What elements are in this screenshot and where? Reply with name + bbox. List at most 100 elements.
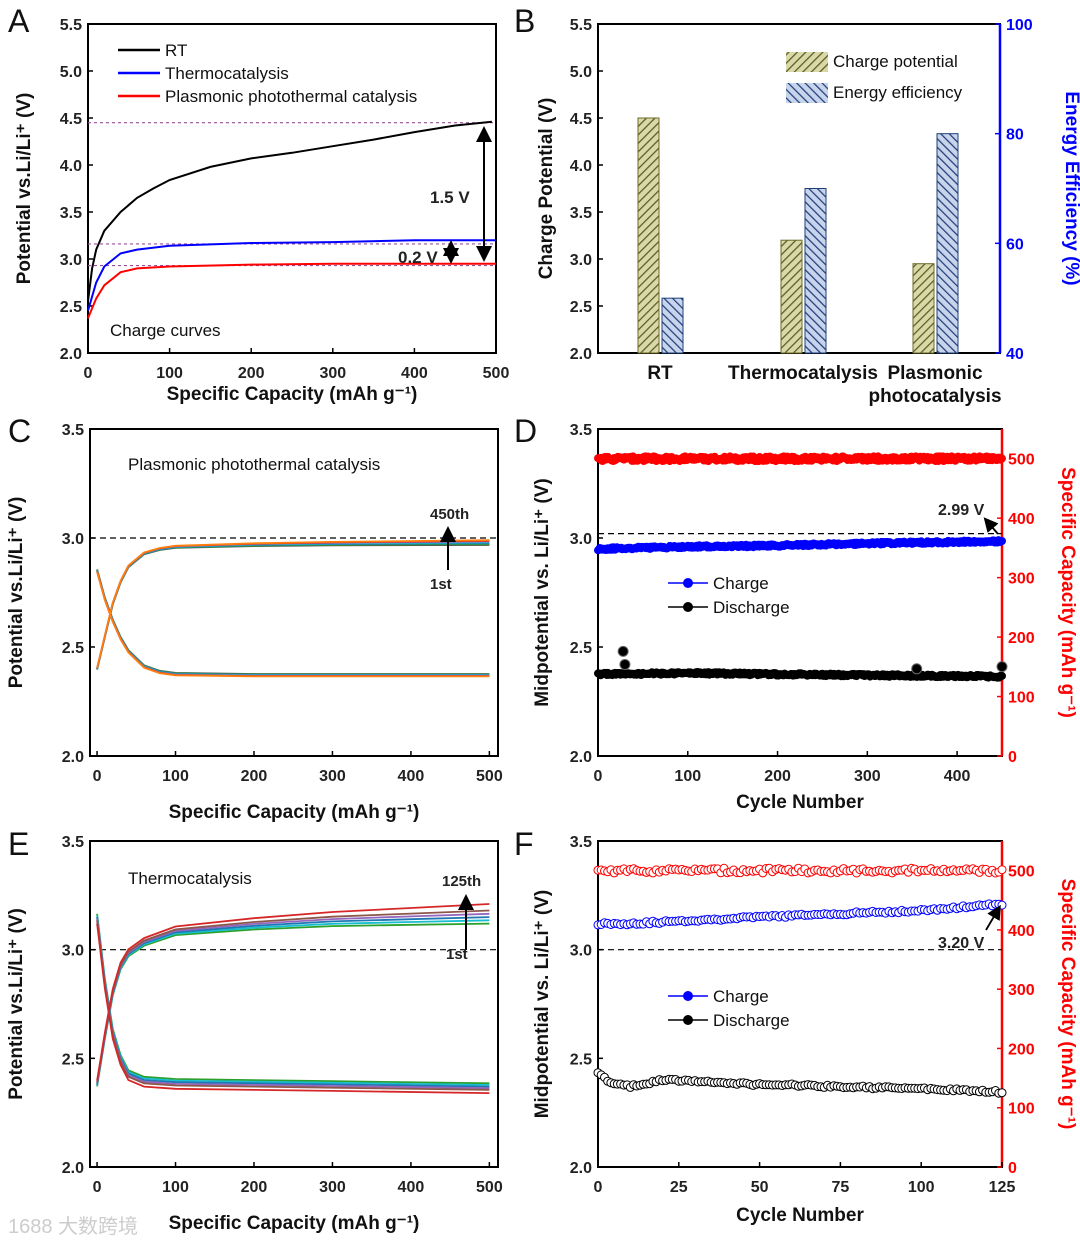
- legend-label: Discharge: [713, 598, 790, 617]
- bar-charge-potential: [780, 239, 803, 354]
- x-tick-label: 400: [398, 1179, 425, 1196]
- y2-tick-label: 300: [1008, 571, 1035, 588]
- bar-charge-potential: [637, 117, 660, 354]
- x-tick-label: 0: [93, 768, 102, 785]
- inset-label: Thermocatalysis: [128, 869, 252, 888]
- y-tick-label: 2.5: [60, 299, 82, 316]
- y-tick-label: 3.0: [570, 252, 592, 269]
- x-tick-label: 200: [241, 768, 268, 785]
- x-tick-label: 400: [398, 768, 425, 785]
- data-point-outlier: [996, 661, 1008, 673]
- x-tick-label: 25: [670, 1179, 688, 1196]
- x-axis-label: Specific Capacity (mAh g⁻¹): [169, 802, 420, 823]
- y-tick-label: 2.0: [570, 749, 592, 766]
- legend-swatch: [786, 83, 828, 103]
- discharge-curve: [96, 923, 490, 1094]
- y2-tick-label: 500: [1008, 452, 1035, 469]
- inset-label: Plasmonic photothermal catalysis: [128, 455, 380, 474]
- series-line: [87, 262, 496, 319]
- y-tick-label: 5.0: [570, 64, 592, 81]
- x-tick-label: 100: [156, 365, 183, 382]
- x-axis-label: Specific Capacity (mAh g⁻¹): [167, 384, 418, 405]
- x-tick-label: 125: [989, 1179, 1016, 1196]
- x-tick-label: 300: [319, 365, 346, 382]
- category-label: RT: [647, 363, 673, 384]
- y-tick-label: 2.0: [62, 1160, 84, 1177]
- y-tick-label: 2.0: [570, 346, 592, 363]
- legend-marker: [683, 602, 693, 612]
- y2-tick-label: 100: [1008, 690, 1035, 707]
- discharge-curve: [96, 571, 490, 678]
- charge-curve: [96, 922, 490, 1087]
- y-tick-label: 3.0: [570, 943, 592, 960]
- y-axis-label: Midpotential vs. Li/Li⁺ (V): [532, 890, 553, 1119]
- category-label: Thermocatalysis: [728, 363, 878, 384]
- annotation: 125th: [442, 873, 481, 890]
- plot-frame: [597, 428, 1003, 757]
- y-axis-label: Midpotential vs. Li/Li⁺ (V): [532, 478, 553, 707]
- y2-tick-label: 500: [1008, 864, 1035, 881]
- inset-label: Charge curves: [110, 321, 221, 340]
- panel-a: A 2.0 2.5 3.0 3.5 4.0 4.5 5.0 5.5 0 100 200 300 400 50…: [8, 3, 509, 405]
- series-line: [87, 239, 496, 311]
- arrow: [985, 904, 1001, 931]
- y2-tick-label: 100: [1006, 17, 1033, 34]
- y2-axis-label: Energy Efficiency (%): [1061, 91, 1080, 285]
- charge-curve: [96, 540, 490, 669]
- x-tick-label: 0: [594, 768, 603, 785]
- y-tick-label: 3.0: [62, 531, 84, 548]
- legend-swatch: [786, 52, 828, 72]
- y-tick-label: 2.5: [62, 640, 84, 657]
- annotation: 0.2 V: [398, 248, 438, 267]
- y-tick-label: 5.5: [570, 17, 592, 34]
- y-tick-label: 3.0: [570, 531, 592, 548]
- y2-tick-label: 400: [1008, 511, 1035, 528]
- data-point-outlier: [911, 663, 923, 675]
- y-tick-label: 4.0: [570, 158, 592, 175]
- y2-axis-label: Specific Capacity (mAh g⁻¹): [1057, 879, 1078, 1130]
- plot-frame: [597, 840, 1003, 1168]
- y-tick-label: 3.0: [60, 252, 82, 269]
- y-axis-label: Charge Potential (V): [536, 98, 557, 280]
- plot-frame: [89, 840, 499, 1168]
- y-tick-label: 3.5: [570, 422, 592, 439]
- data-point: [998, 671, 1006, 680]
- discharge-curve: [96, 918, 490, 1090]
- y-tick-label: 4.5: [60, 111, 82, 128]
- category-label: Plasmonic: [887, 363, 982, 384]
- legend-label: Charge: [713, 987, 769, 1006]
- x-tick-label: 200: [238, 365, 265, 382]
- y2-tick-label: 300: [1008, 982, 1035, 999]
- y2-tick-label: 200: [1008, 630, 1035, 647]
- y-tick-label: 5.5: [60, 17, 82, 34]
- panel-e: E 2.0 2.5 3.0 3.5 0 100 200 300 400 500 Potential v…: [6, 826, 503, 1234]
- y-axis-label: Potential vs.Li/Li⁺ (V): [14, 93, 35, 285]
- y-tick-label: 2.5: [570, 1051, 592, 1068]
- y-tick-label: 4.5: [570, 111, 592, 128]
- legend-label: Energy efficiency: [833, 83, 963, 102]
- data-point: [998, 537, 1006, 545]
- charge-curve: [96, 903, 490, 1081]
- x-tick-label: 400: [944, 768, 971, 785]
- data-point-outlier: [619, 658, 631, 670]
- legend-label: Plasmonic photothermal catalysis: [165, 87, 417, 106]
- y-tick-label: 5.0: [60, 64, 82, 81]
- y-tick-label: 3.0: [62, 943, 84, 960]
- panel-b: B 2.0 2.5 3.0 3.5 4.0 4.5 5.0 5.5 40 60 80 100 Charge…: [514, 3, 1080, 407]
- x-tick-label: 200: [241, 1179, 268, 1196]
- x-tick-label: 0: [84, 365, 93, 382]
- data-point: [998, 454, 1006, 463]
- legend-marker: [683, 578, 693, 588]
- x-axis-label: Cycle Number: [736, 792, 864, 813]
- arrow: [983, 517, 999, 535]
- legend-marker: [683, 1015, 693, 1025]
- data-point: [997, 1088, 1007, 1098]
- charge-curve: [96, 909, 490, 1083]
- x-tick-label: 500: [476, 1179, 503, 1196]
- discharge-curve: [96, 920, 490, 1091]
- y2-tick-label: 80: [1006, 127, 1024, 144]
- y-tick-label: 2.5: [570, 299, 592, 316]
- data-point-outlier: [617, 645, 629, 657]
- x-tick-label: 300: [854, 768, 881, 785]
